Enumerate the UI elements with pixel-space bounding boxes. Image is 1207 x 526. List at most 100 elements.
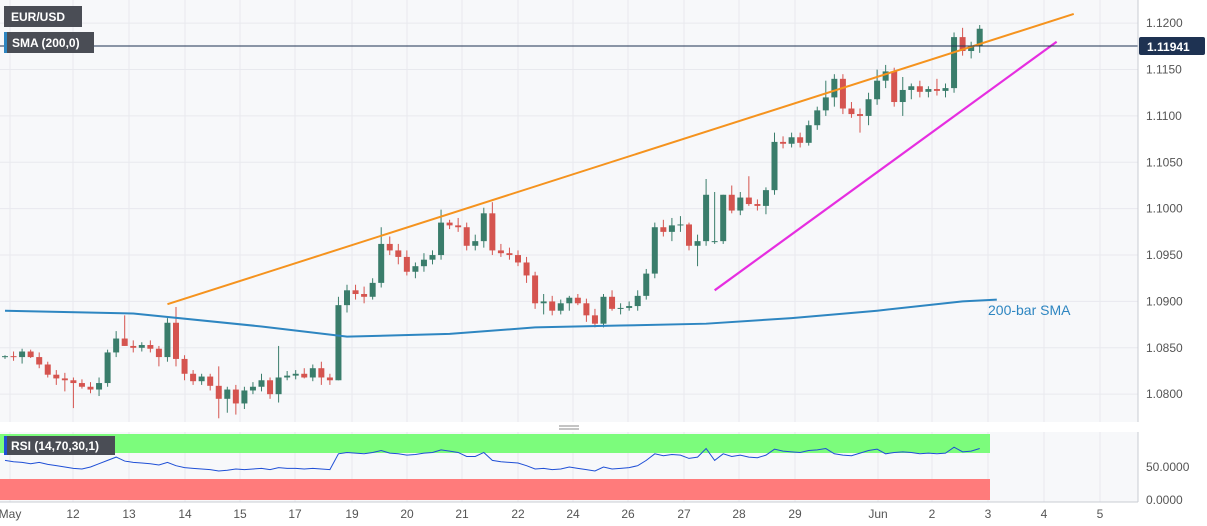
candle-body [566,297,573,304]
candle-body [814,110,821,126]
candle [224,386,231,413]
candle [352,284,359,300]
candle-body [523,262,530,276]
candle [549,295,556,316]
lower-trendline [714,40,1058,292]
candle [737,191,744,216]
candle [104,349,111,387]
candle-body [968,46,975,52]
candle-body [318,368,325,378]
candle-body [19,351,26,358]
candle-body [164,322,171,358]
candle [267,377,274,399]
candle-body [694,241,701,246]
rsi-tick-label: 50.0000 [1146,460,1190,474]
candle [455,217,462,232]
candle [822,80,829,116]
candle-body [925,89,932,92]
candle [395,243,402,265]
candle-body [703,194,710,242]
candle [959,27,966,56]
candle [523,256,530,283]
candle [916,80,923,98]
time-tick-label: 27 [677,507,691,521]
candle [113,331,120,358]
candle [617,303,624,315]
candle-body [515,255,521,263]
symbol-tag[interactable]: EUR/USD [4,6,82,27]
candle [241,386,248,410]
price-tick-label: 1.1050 [1146,155,1183,169]
candles [2,25,983,419]
candle [275,345,282,403]
candle [780,136,787,149]
sma-indicator-tag[interactable]: SMA (200,0) [4,32,94,53]
candle [574,294,581,306]
candle [369,278,376,300]
candle [600,294,607,328]
candle [857,108,863,133]
candle-body [309,368,316,378]
candle-body [438,222,445,256]
time-tick-label: 14 [178,507,192,521]
candle-body [326,377,333,381]
candle [754,199,761,211]
candle [728,185,735,214]
time-axis: May 12 13 14 15 17 19 20 21 22 24 26 27 28 29 Jun 2 3 4 5 [0,501,1138,521]
candle [506,247,513,260]
candle-body [472,241,479,246]
candle [292,370,299,380]
candle-body [976,28,983,47]
candle [403,250,410,276]
rsi-axis: 50.0000 0.0000 [1137,432,1190,507]
candle-body [677,224,684,226]
candle-body [557,303,564,311]
candle-body [463,227,470,246]
candle-body [668,225,675,232]
candle [942,83,949,98]
pane-resize-handle[interactable] [559,425,579,430]
candle-body [908,86,915,90]
candle-body [241,390,248,404]
candle [215,366,222,419]
candle [797,132,804,148]
candle [386,236,393,256]
candle [762,187,769,215]
candle [933,78,940,96]
price-axis: 1.0800 1.0850 1.0900 1.0950 1.1000 1.1050 1.11… [1137,0,1183,422]
candle-body [480,213,487,242]
candle [361,286,368,304]
candle-body [822,97,829,111]
current-price-label: 1.11941 [1147,40,1190,54]
candle [2,355,8,359]
time-tick-label: 22 [511,507,525,521]
price-tick-label: 1.0900 [1146,294,1183,308]
candle-body [788,137,795,144]
candle [480,207,487,248]
candle-body [651,227,658,274]
candle-body [591,315,598,324]
candle-body [805,125,812,143]
candle [438,209,445,260]
candle-body [344,290,350,306]
time-tick-label: 29 [788,507,802,521]
candle-body [839,78,846,109]
candle [61,372,68,392]
candle-body [737,197,744,211]
candle-body [506,253,513,256]
candle-body [951,37,958,89]
candle-body [626,306,633,308]
candle [19,348,26,364]
time-tick-label: May [0,507,21,521]
candle-body [754,204,761,206]
candle [882,64,889,89]
rsi-indicator-tag[interactable]: RSI (14,70,30,1) [4,436,115,455]
sma-indicator-label: SMA (200,0) [12,36,80,50]
candle [232,384,239,415]
candle [583,298,590,322]
candle [566,295,573,311]
candle [78,379,85,389]
time-tick-label: 28 [732,507,746,521]
candle-body [762,190,769,206]
candle-body [386,243,393,251]
